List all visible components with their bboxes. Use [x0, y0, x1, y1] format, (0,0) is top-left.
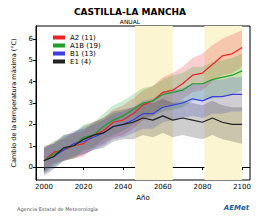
svg-text:4: 4 — [29, 78, 34, 86]
svg-text:5: 5 — [29, 56, 33, 64]
svg-text:3: 3 — [29, 99, 33, 107]
svg-text:Año: Año — [136, 194, 150, 202]
svg-text:1: 1 — [29, 142, 33, 150]
svg-text:E1 (4): E1 (4) — [70, 58, 91, 66]
svg-text:Agencia Estatal de Meteorologí: Agencia Estatal de Meteorología — [17, 206, 98, 213]
svg-text:2080: 2080 — [194, 183, 212, 191]
svg-text:2000: 2000 — [35, 183, 53, 191]
svg-text:A1B (19): A1B (19) — [70, 42, 101, 50]
svg-text:B1 (13): B1 (13) — [70, 50, 96, 58]
svg-text:CASTILLA-LA MANCHA: CASTILLA-LA MANCHA — [74, 7, 186, 17]
svg-text:A2 (11): A2 (11) — [70, 34, 96, 42]
svg-text:6: 6 — [29, 35, 34, 43]
svg-text:2100: 2100 — [233, 183, 251, 191]
svg-text:AEMet: AEMet — [223, 204, 250, 212]
svg-text:2040: 2040 — [114, 183, 132, 191]
svg-text:2020: 2020 — [75, 183, 93, 191]
svg-text:2: 2 — [29, 120, 33, 128]
svg-text:0: 0 — [29, 163, 33, 171]
svg-text:2060: 2060 — [154, 183, 172, 191]
svg-text:ANUAL: ANUAL — [120, 18, 141, 25]
svg-text:Cambio de la temperatura máxim: Cambio de la temperatura máxima (°C) — [10, 38, 18, 167]
